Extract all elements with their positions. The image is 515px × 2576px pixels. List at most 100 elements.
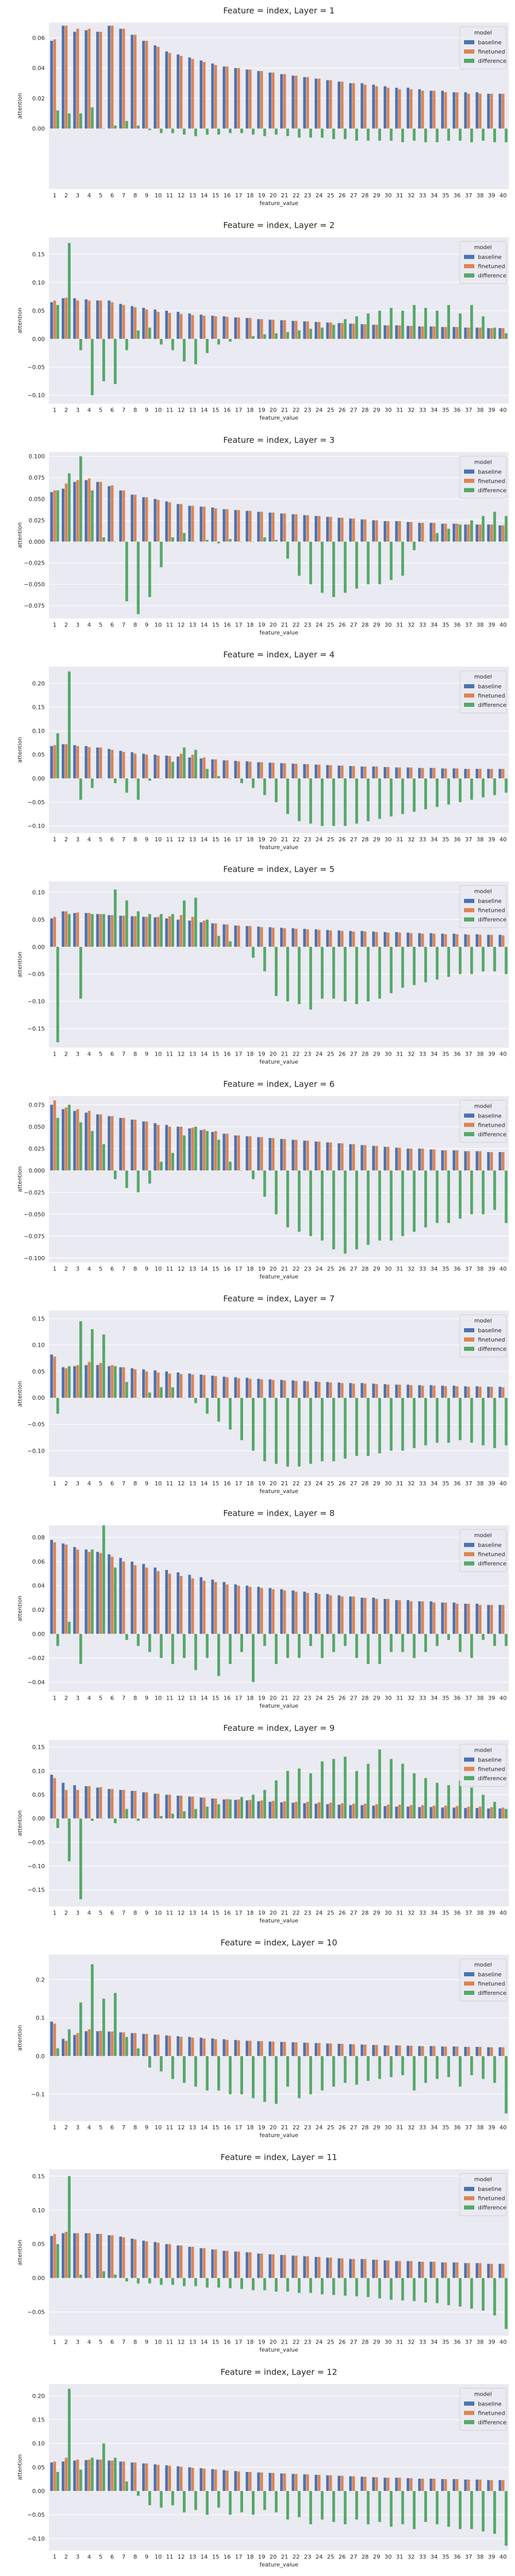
bar-finetuned-22: [295, 928, 298, 947]
bar-finetuned-16: [226, 509, 229, 542]
bar-difference-24: [320, 541, 324, 593]
bar-difference-17: [240, 1398, 243, 1440]
x-tick-label: 33: [419, 192, 426, 199]
x-tick-label: 1: [53, 2124, 57, 2131]
bar-baseline-24: [315, 765, 318, 778]
bar-finetuned-3: [76, 1790, 79, 1819]
bar-difference-10: [160, 914, 163, 947]
x-tick-label: 28: [362, 1695, 369, 1702]
bar-finetuned-21: [283, 763, 286, 778]
x-tick-label: 7: [122, 2339, 126, 2346]
bar-difference-39: [493, 1634, 496, 1646]
y-tick-label: 0.10: [32, 889, 45, 896]
bar-finetuned-22: [295, 2042, 298, 2056]
bar-baseline-39: [487, 328, 490, 339]
bar-difference-29: [378, 2278, 381, 2299]
bar-difference-31: [401, 2056, 404, 2075]
bar-finetuned-14: [202, 757, 206, 778]
bar-finetuned-37: [467, 327, 470, 339]
x-tick-label: 39: [488, 407, 495, 414]
x-tick-label: 3: [76, 2339, 79, 2346]
x-tick-label: 23: [304, 1051, 311, 1058]
bar-finetuned-2: [64, 911, 68, 947]
bar-baseline-36: [452, 2479, 456, 2492]
bar-difference-26: [344, 2491, 347, 2524]
x-tick-label: 38: [476, 1909, 484, 1916]
bar-baseline-6: [108, 2235, 111, 2278]
bar-difference-34: [436, 2056, 439, 2079]
x-tick-label: 13: [189, 836, 196, 843]
bar-baseline-9: [142, 1792, 145, 1819]
x-tick-label: 21: [281, 1265, 288, 1272]
bar-finetuned-35: [444, 1150, 447, 1171]
x-tick-label: 35: [442, 1695, 449, 1702]
bar-finetuned-22: [295, 2256, 298, 2278]
bar-baseline-19: [257, 1379, 260, 1398]
bar-baseline-37: [464, 934, 467, 947]
bar-finetuned-16: [226, 1377, 229, 1398]
bar-baseline-37: [464, 2479, 467, 2492]
bar-difference-32: [413, 1170, 416, 1232]
x-tick-label: 27: [350, 621, 357, 628]
bar-difference-14: [205, 2491, 209, 2515]
bar-baseline-21: [280, 1802, 283, 1819]
bar-difference-35: [447, 778, 450, 805]
bar-baseline-13: [188, 2037, 191, 2056]
x-tick-label: 28: [362, 192, 369, 199]
bar-finetuned-24: [317, 765, 321, 778]
x-tick-label: 22: [293, 192, 300, 199]
bar-baseline-21: [280, 320, 283, 339]
bar-baseline-16: [222, 2470, 226, 2492]
legend-box: [459, 2173, 507, 2216]
x-tick-label: 30: [385, 2339, 392, 2346]
x-tick-label: 35: [442, 836, 449, 843]
bar-finetuned-6: [111, 2460, 114, 2492]
bar-finetuned-34: [433, 91, 436, 129]
bar-baseline-5: [96, 2460, 99, 2492]
bar-difference-18: [251, 1634, 255, 1682]
legend-box: [459, 26, 507, 70]
bar-finetuned-13: [191, 754, 194, 778]
bar-baseline-32: [406, 767, 409, 778]
x-tick-label: 35: [442, 1265, 449, 1272]
bar-finetuned-15: [214, 508, 217, 542]
bar-difference-14: [205, 1398, 209, 1414]
bar-difference-23: [309, 778, 312, 824]
bar-baseline-35: [441, 1150, 444, 1171]
bar-finetuned-17: [237, 1799, 241, 1819]
bar-finetuned-19: [260, 2472, 263, 2492]
bar-difference-16: [229, 338, 232, 342]
bar-baseline-34: [430, 91, 433, 129]
bar-difference-3: [79, 113, 82, 129]
x-tick-label: 14: [200, 1480, 208, 1487]
bar-difference-28: [367, 541, 370, 585]
bar-difference-28: [367, 128, 370, 141]
x-tick-label: 33: [419, 2553, 426, 2560]
bar-finetuned-9: [145, 754, 148, 778]
x-tick-label: 25: [327, 2124, 334, 2131]
bar-baseline-21: [280, 1380, 283, 1398]
bar-difference-8: [136, 541, 140, 615]
bar-difference-12: [183, 533, 186, 542]
x-tick-label: 10: [154, 1695, 162, 1702]
bar-difference-39: [493, 128, 496, 142]
bar-difference-15: [217, 128, 220, 135]
bar-difference-2: [67, 243, 71, 339]
bar-difference-32: [413, 778, 416, 812]
bar-finetuned-7: [122, 28, 125, 129]
legend-box: [459, 1743, 507, 1787]
x-tick-label: 29: [373, 407, 380, 414]
x-tick-label: 26: [338, 621, 346, 628]
y-axis-label: attention: [16, 1166, 23, 1192]
x-tick-label: 11: [166, 1265, 173, 1272]
x-tick-label: 6: [110, 1265, 114, 1272]
bar-finetuned-10: [157, 312, 160, 339]
y-tick-label: 0.100: [29, 453, 45, 460]
y-tick-label: −0.10: [27, 998, 45, 1005]
bar-difference-8: [136, 2278, 140, 2284]
bar-baseline-17: [234, 1584, 237, 1634]
bar-baseline-3: [73, 298, 76, 339]
bar-difference-32: [413, 1773, 416, 1819]
bar-difference-11: [171, 914, 175, 947]
bar-difference-19: [263, 2056, 266, 2102]
